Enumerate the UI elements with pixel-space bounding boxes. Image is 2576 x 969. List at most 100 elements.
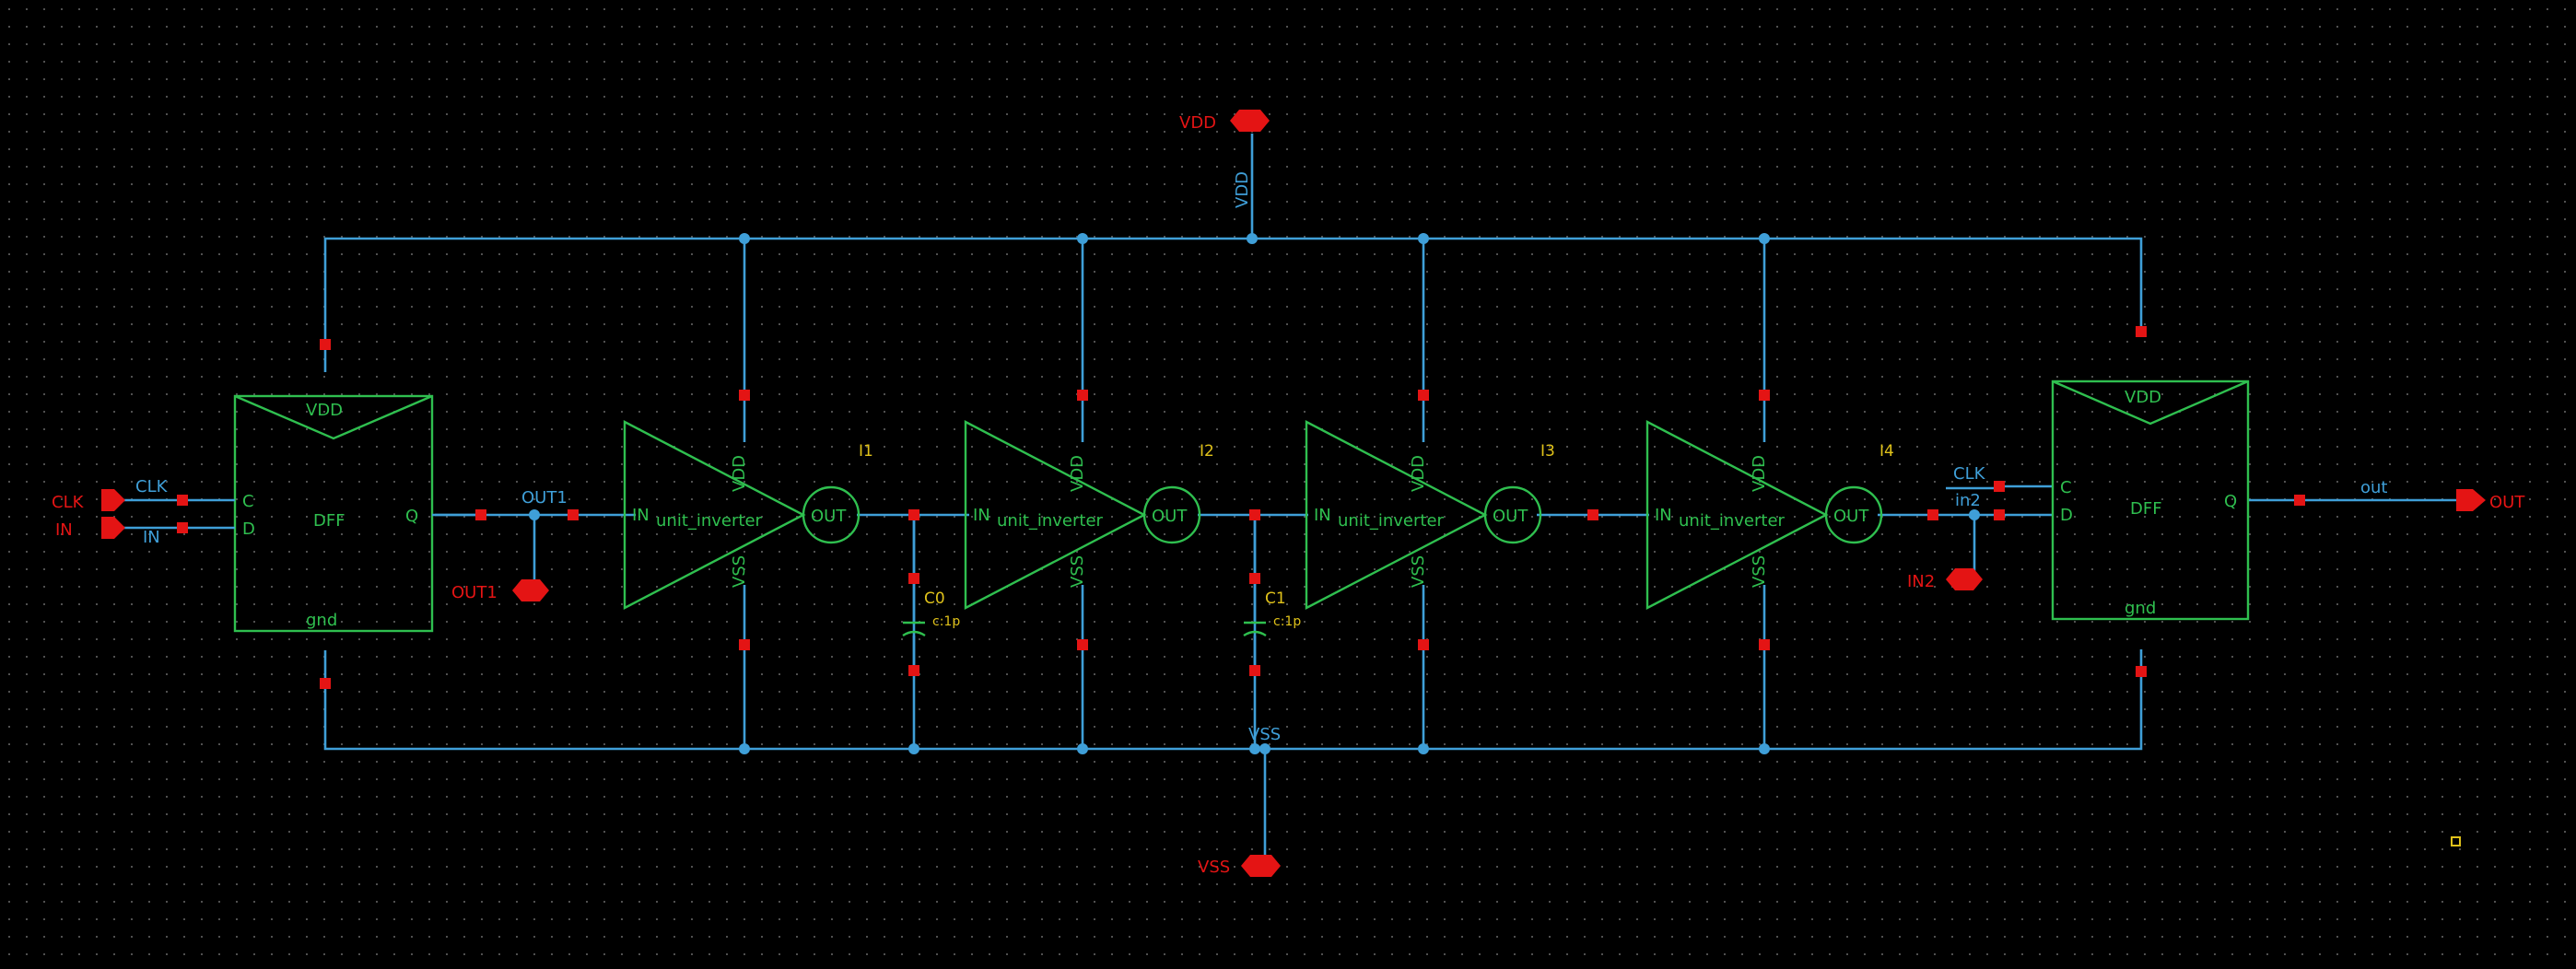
- connection-marker: [1587, 509, 1598, 520]
- inv3-cell-name: unit_inverter: [1338, 511, 1445, 531]
- junction-dot: [1249, 743, 1260, 754]
- inv2-vss-label: VSS: [1068, 555, 1087, 588]
- connection-marker: [1759, 639, 1770, 650]
- cap-c0-value: c:1p: [932, 614, 960, 629]
- inv4-vss-label: VSS: [1750, 555, 1769, 588]
- dff1-cell-name: DFF: [313, 511, 345, 531]
- junction-dot: [1759, 743, 1770, 754]
- junction-dot: [1077, 743, 1088, 754]
- inv1-inst-name: I1: [859, 442, 873, 461]
- cap-c1-inst: C1: [1265, 590, 1286, 608]
- vss-net-label: VSS: [1248, 725, 1281, 744]
- inverter-i2[interactable]: IN unit_inverter OUT VDD VSS I2: [964, 420, 1214, 610]
- connection-marker: [568, 509, 579, 520]
- in2-pin-label: IN2: [1907, 572, 1935, 591]
- junction-dot: [1418, 743, 1429, 754]
- vss-pin[interactable]: VSS: [1198, 855, 1281, 877]
- inverter-i1[interactable]: IN unit_inverter OUT VDD VSS I1: [623, 420, 873, 610]
- inv3-inst-name: I3: [1540, 442, 1555, 461]
- pin-connection-markers: [177, 326, 2305, 689]
- inv3-in-label: IN: [1314, 506, 1331, 525]
- vdd-pin[interactable]: VDD: [1179, 110, 1270, 133]
- capacitor-c0[interactable]: C0 c:1p: [902, 590, 960, 671]
- dff2-vdd-label: VDD: [2125, 388, 2161, 407]
- junction-dot: [908, 743, 919, 754]
- out1-net-label: OUT1: [521, 488, 568, 508]
- out1-pin[interactable]: OUT1: [451, 579, 549, 602]
- junction-dot: [529, 509, 540, 520]
- clk-net-label: CLK: [135, 477, 169, 496]
- inv4-vdd-label: VDD: [1750, 455, 1769, 492]
- connection-marker: [1249, 573, 1260, 584]
- connection-marker: [177, 522, 188, 533]
- junction-dot: [739, 233, 750, 244]
- inv1-in-label: IN: [632, 506, 650, 525]
- inv2-cell-name: unit_inverter: [997, 511, 1104, 531]
- out1-pin-label: OUT1: [451, 583, 498, 602]
- dff2-cell-name: DFF: [2130, 499, 2162, 519]
- vdd-pin-label: VDD: [1179, 113, 1216, 133]
- connection-marker: [320, 339, 331, 350]
- dff2-gnd-label: gnd: [2125, 599, 2156, 618]
- connection-marker: [739, 639, 750, 650]
- junction-dot: [1259, 743, 1270, 754]
- junction-dot: [1077, 233, 1088, 244]
- capacitor-c1[interactable]: C1 c:1p: [1243, 590, 1301, 671]
- inv1-vss-label: VSS: [730, 555, 749, 588]
- junction-dot: [739, 743, 750, 754]
- dff2-c-label: C: [2060, 478, 2072, 497]
- inverter-i4[interactable]: IN unit_inverter OUT VDD VSS I4: [1645, 420, 1894, 610]
- inv2-vdd-label: VDD: [1068, 455, 1087, 492]
- clk-pin-label: CLK: [52, 493, 85, 512]
- inverter-i3[interactable]: IN unit_inverter OUT VDD VSS I3: [1305, 420, 1555, 610]
- in-net-label: IN: [143, 528, 160, 547]
- connection-marker: [177, 495, 188, 506]
- inv3-vdd-label: VDD: [1409, 455, 1428, 492]
- dff1-gnd-label: gnd: [306, 611, 337, 630]
- inv1-out-label: OUT: [811, 507, 847, 526]
- inv2-out-label: OUT: [1152, 507, 1188, 526]
- cap-c1-value: c:1p: [1273, 614, 1301, 629]
- connection-marker: [908, 509, 919, 520]
- cap-c0-inst: C0: [924, 590, 945, 608]
- connection-marker: [1077, 390, 1088, 401]
- inv4-in-label: IN: [1655, 506, 1672, 525]
- in-pin[interactable]: IN: [55, 517, 125, 540]
- clk2-net-label: CLK: [1953, 464, 1986, 484]
- dff1-d-label: D: [242, 520, 255, 539]
- dff-2[interactable]: VDD gnd C D Q DFF: [2051, 379, 2250, 621]
- out-pin[interactable]: OUT: [2456, 489, 2525, 512]
- connection-marker: [1418, 390, 1429, 401]
- junction-dot: [1247, 233, 1258, 244]
- inv4-inst-name: I4: [1879, 442, 1894, 461]
- dff2-q-label: Q: [2224, 492, 2237, 511]
- vdd-net-label: VDD: [1233, 171, 1252, 208]
- dff1-c-label: C: [242, 492, 254, 511]
- connection-marker: [1249, 665, 1260, 676]
- vdd-rail[interactable]: [323, 134, 2143, 442]
- connection-marker: [1418, 639, 1429, 650]
- inv2-in-label: IN: [973, 506, 990, 525]
- dff1-q-label: Q: [405, 507, 418, 526]
- dff-1[interactable]: VDD gnd C D Q DFF: [182, 394, 481, 633]
- junction-dot: [1418, 233, 1429, 244]
- out-net-label: out: [2360, 478, 2387, 497]
- junction-dot: [1969, 509, 1980, 520]
- connection-marker: [320, 678, 331, 689]
- connection-marker: [1994, 509, 2005, 520]
- out-pin-label: OUT: [2489, 493, 2525, 512]
- dff2-d-label: D: [2060, 506, 2073, 525]
- vss-pin-label: VSS: [1198, 858, 1230, 877]
- connection-marker: [908, 573, 919, 584]
- in2-pin[interactable]: IN2: [1907, 568, 1983, 591]
- connection-marker: [1927, 509, 1938, 520]
- in-pin-label: IN: [55, 520, 73, 540]
- clk-pin[interactable]: CLK: [52, 489, 125, 512]
- connection-marker: [475, 509, 486, 520]
- inv3-out-label: OUT: [1493, 507, 1528, 526]
- connection-marker: [1077, 639, 1088, 650]
- connection-marker: [2136, 326, 2147, 337]
- connection-marker: [1249, 509, 1260, 520]
